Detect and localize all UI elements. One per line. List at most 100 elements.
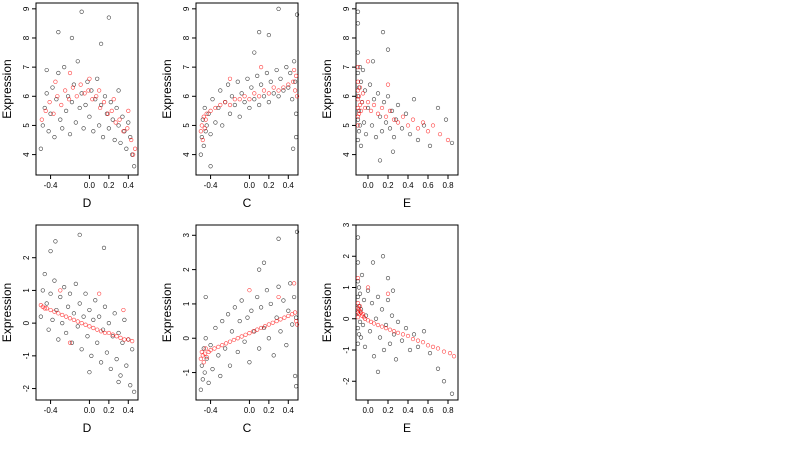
data-point bbox=[292, 310, 298, 315]
data-point bbox=[202, 370, 207, 375]
data-point bbox=[42, 105, 47, 111]
data-point bbox=[373, 135, 379, 140]
series-red bbox=[198, 65, 300, 143]
data-point bbox=[369, 301, 375, 306]
data-point bbox=[393, 357, 399, 362]
data-point bbox=[292, 67, 297, 73]
x-axis-label: C bbox=[243, 421, 252, 435]
data-point bbox=[46, 327, 51, 332]
data-point bbox=[355, 88, 361, 93]
data-point bbox=[385, 297, 391, 303]
data-point bbox=[261, 260, 267, 265]
data-point bbox=[415, 344, 421, 349]
series-black bbox=[198, 6, 300, 169]
data-point bbox=[113, 120, 118, 125]
data-point bbox=[54, 97, 59, 102]
y-tick-label: 3 bbox=[342, 222, 351, 227]
data-point bbox=[380, 30, 386, 35]
data-point bbox=[247, 288, 252, 293]
data-point bbox=[411, 97, 417, 102]
data-point bbox=[122, 317, 127, 322]
data-point bbox=[89, 353, 94, 358]
data-point bbox=[125, 126, 130, 131]
y-axis-label: Expression bbox=[320, 283, 334, 342]
data-point bbox=[85, 334, 90, 339]
data-point bbox=[71, 82, 76, 87]
data-point bbox=[252, 97, 257, 102]
data-point bbox=[200, 377, 205, 382]
data-point bbox=[292, 294, 297, 300]
data-point bbox=[93, 97, 98, 102]
data-point bbox=[274, 315, 279, 320]
series-red bbox=[39, 70, 138, 157]
panel-5: -0.4 0.0 0.2 0.4 -1 0 1 2 3 C Expression bbox=[160, 224, 300, 435]
data-point bbox=[391, 332, 397, 337]
data-point bbox=[421, 329, 427, 334]
y-tick-label: 6 bbox=[182, 94, 191, 99]
data-point bbox=[204, 356, 209, 361]
data-point bbox=[270, 320, 275, 325]
data-point bbox=[266, 336, 271, 341]
data-point bbox=[98, 102, 104, 108]
data-point bbox=[52, 278, 57, 283]
data-point bbox=[399, 126, 405, 131]
data-point bbox=[367, 329, 373, 334]
x-tick-label: 0.8 bbox=[442, 181, 454, 190]
data-point bbox=[225, 312, 231, 317]
data-point bbox=[114, 105, 119, 111]
data-point bbox=[47, 100, 52, 105]
data-point bbox=[245, 315, 250, 320]
data-point bbox=[258, 65, 264, 70]
data-point bbox=[288, 281, 293, 286]
data-point bbox=[290, 322, 295, 327]
data-point bbox=[385, 47, 391, 52]
data-point bbox=[257, 30, 262, 35]
data-point bbox=[357, 123, 363, 128]
data-point bbox=[395, 120, 401, 125]
data-point bbox=[218, 102, 223, 108]
data-point bbox=[120, 340, 125, 345]
x-tick-label: -0.4 bbox=[204, 181, 218, 190]
data-point bbox=[276, 294, 281, 300]
data-point bbox=[410, 117, 416, 122]
data-point bbox=[292, 79, 298, 84]
data-point bbox=[385, 291, 391, 296]
data-point bbox=[63, 88, 68, 93]
data-point bbox=[216, 105, 221, 111]
data-point bbox=[126, 120, 131, 125]
y-tick-label: 4 bbox=[182, 152, 191, 157]
data-point bbox=[383, 326, 389, 331]
data-point bbox=[39, 117, 44, 122]
data-point bbox=[355, 137, 361, 143]
data-point bbox=[87, 76, 92, 81]
x-tick-label: 0.0 bbox=[244, 406, 256, 415]
data-point bbox=[286, 85, 291, 90]
data-point bbox=[114, 334, 119, 339]
data-point bbox=[98, 329, 104, 334]
data-point bbox=[204, 355, 209, 360]
data-point bbox=[77, 301, 82, 306]
data-point bbox=[90, 97, 95, 102]
data-point bbox=[69, 340, 75, 345]
data-point bbox=[441, 349, 447, 354]
data-point bbox=[447, 351, 453, 356]
data-point bbox=[198, 387, 203, 392]
data-point bbox=[358, 79, 364, 84]
data-point bbox=[390, 288, 396, 293]
data-point bbox=[361, 297, 367, 303]
data-point bbox=[204, 123, 209, 128]
x-axis-label: E bbox=[403, 421, 411, 435]
data-point bbox=[210, 97, 215, 102]
data-point bbox=[375, 322, 381, 328]
data-point bbox=[356, 94, 362, 99]
data-point bbox=[220, 123, 225, 128]
data-point bbox=[381, 100, 387, 105]
data-point bbox=[227, 76, 233, 81]
data-point bbox=[276, 88, 281, 93]
plot-frame bbox=[195, 224, 299, 401]
data-point bbox=[258, 325, 264, 331]
data-point bbox=[199, 123, 204, 128]
data-point bbox=[198, 129, 203, 134]
data-point bbox=[370, 260, 376, 265]
data-point bbox=[227, 363, 233, 368]
